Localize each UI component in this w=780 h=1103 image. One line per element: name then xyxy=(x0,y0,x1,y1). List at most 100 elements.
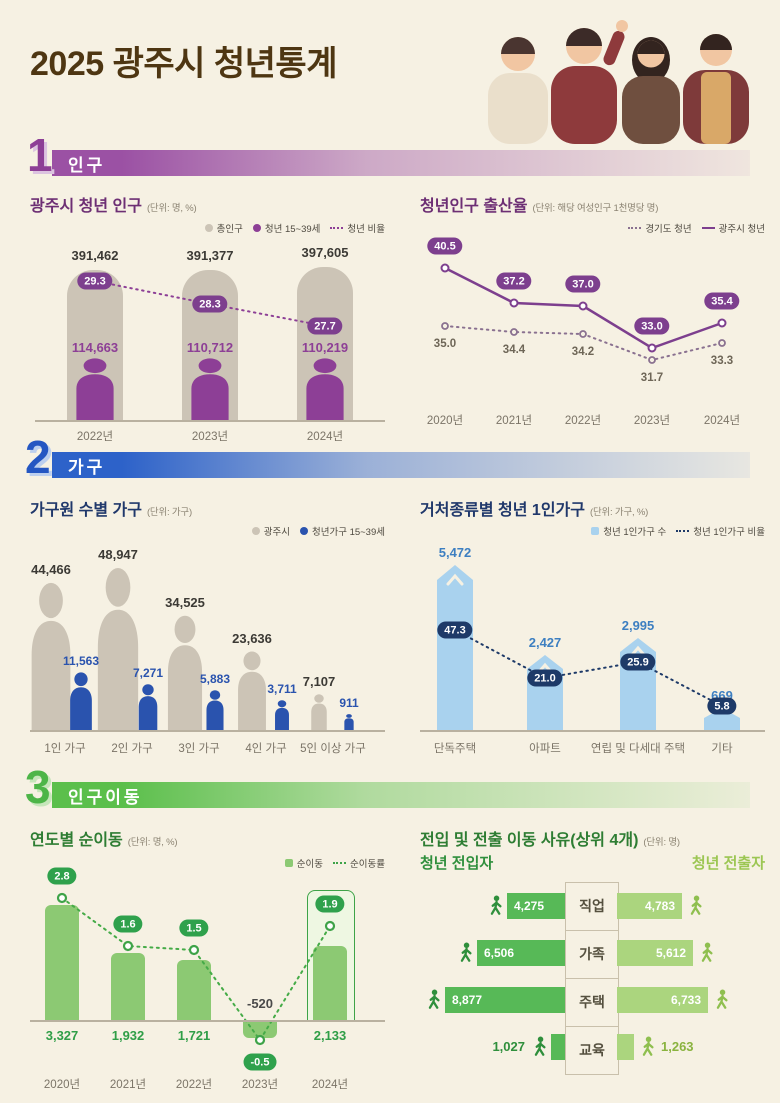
youth-household-label: 7,271 xyxy=(132,666,164,680)
youth-household-label: 5,883 xyxy=(199,672,231,686)
net-migration-value: 3,327 xyxy=(45,1028,79,1043)
x-axis xyxy=(420,730,765,732)
out-value-label: 1,263 xyxy=(661,1038,694,1054)
net-migration-bar xyxy=(177,960,211,1020)
walking-person-icon xyxy=(490,895,502,915)
gwangju-value-label: 44,466 xyxy=(31,562,71,577)
migration-rate-line xyxy=(56,892,336,1046)
youth-person-icon xyxy=(191,358,229,420)
legend-count-swatch xyxy=(591,527,600,535)
youth-person-icon xyxy=(344,714,354,730)
section-3-banner: 인구이동 xyxy=(52,782,750,808)
x-tick-label: 2022년 xyxy=(175,1079,213,1091)
total-value-label: 391,462 xyxy=(71,248,119,263)
legend-gwangju-swatch xyxy=(701,227,715,229)
in-bar xyxy=(551,1033,565,1060)
page-title: 2025 광주시 청년통계 xyxy=(30,45,338,83)
chart-title-households: 가구원 수별 가구 (단위: 가구) xyxy=(30,502,192,519)
out-value-label: 4,783 xyxy=(644,898,675,913)
out-bar xyxy=(617,1033,634,1060)
x-tick-label: 2021년 xyxy=(495,415,533,427)
walking-person-icon xyxy=(460,942,472,962)
gyeonggi-rate-label: 35.0 xyxy=(433,338,457,350)
migration-rate-badge: 1.6 xyxy=(113,915,143,933)
net-migration-value: 2,133 xyxy=(313,1028,347,1043)
dwelling-ratio-badge: 47.3 xyxy=(437,621,473,639)
out-bar xyxy=(617,892,682,919)
dwelling-count-label: 5,472 xyxy=(438,545,472,560)
youth-person-icon xyxy=(206,690,224,730)
chart-unit: (단위: 명, %) xyxy=(127,837,178,848)
gyeonggi-rate-label: 34.2 xyxy=(571,346,595,358)
dwelling-ratio-line xyxy=(450,625,727,711)
chart-title-youth-population: 광주시 청년 인구 (단위: 명, %) xyxy=(30,198,197,215)
x-tick-label: 1인 가구 xyxy=(44,743,86,755)
in-movers-header: 청년 전입자 xyxy=(420,855,494,872)
gwangju-value-label: 23,636 xyxy=(232,631,272,646)
in-value-label: 4,275 xyxy=(514,898,545,913)
dwelling-ratio-badge: 5.8 xyxy=(707,697,737,715)
chart-title-fertility: 청년인구 출산율 (단위: 해당 여성인구 1천명당 명) xyxy=(420,198,659,215)
chart-unit: (단위: 가구, %) xyxy=(590,507,649,518)
reason-label: 주택 xyxy=(566,979,618,1027)
legend-fertility: 경기도 청년 광주시 청년 xyxy=(628,221,765,235)
out-value-label: 6,733 xyxy=(670,992,701,1007)
out-bar xyxy=(617,939,693,966)
x-tick-label: 2020년 xyxy=(426,415,464,427)
x-tick-label: 2020년 xyxy=(43,1079,81,1091)
gwangju-rate-badge: 33.0 xyxy=(634,317,670,335)
youth-value-label: 110,712 xyxy=(186,340,234,355)
x-tick-label: 2024년 xyxy=(306,431,344,443)
legend-gwangju-swatch xyxy=(251,527,260,535)
gwangju-value-label: 34,525 xyxy=(165,595,205,610)
x-tick-label: 2023년 xyxy=(191,431,229,443)
legend-youth-swatch xyxy=(252,224,261,232)
x-tick-label: 연립 및 다세대 주택 xyxy=(590,743,686,755)
reason-column: 직업 가족 주택 교육 xyxy=(565,882,619,1075)
migration-rate-badge: 1.9 xyxy=(315,895,345,913)
chart-title-dwelling: 거처종류별 청년 1인가구 (단위: 가구, %) xyxy=(420,502,649,519)
walking-person-icon xyxy=(690,895,702,915)
legend-gyeonggi-swatch xyxy=(628,227,642,229)
reason-label: 가족 xyxy=(566,931,618,979)
gwangju-person-icon xyxy=(311,694,327,730)
ratio-badge: 29.3 xyxy=(77,272,113,290)
legend-dwelling: 청년 1인가구 수 청년 1인가구 비율 xyxy=(591,524,765,538)
legend-ratio-swatch xyxy=(330,227,344,229)
net-migration-bar xyxy=(45,905,79,1020)
dwelling-count-label: 2,427 xyxy=(528,635,562,650)
gwangju-rate-badge: 40.5 xyxy=(427,237,463,255)
reason-label: 직업 xyxy=(566,883,618,931)
x-tick-label: 2024년 xyxy=(703,415,741,427)
migration-rate-badge: 2.8 xyxy=(47,867,77,885)
in-bar xyxy=(507,892,565,919)
legend-net-migration: 순이동 순이동률 xyxy=(284,856,385,870)
in-value-label: 8,877 xyxy=(452,992,483,1007)
x-tick-label: 3인 가구 xyxy=(178,743,220,755)
youth-household-label: 911 xyxy=(339,696,359,710)
chart-title-net-migration: 연도별 순이동 (단위: 명, %) xyxy=(30,832,178,849)
x-axis xyxy=(30,1020,385,1022)
x-tick-label: 2022년 xyxy=(76,431,114,443)
house-bar xyxy=(437,565,473,730)
migration-rate-badge: 1.5 xyxy=(179,919,209,937)
walking-person-icon xyxy=(701,942,713,962)
walking-person-icon xyxy=(428,989,440,1009)
gyeonggi-rate-label: 34.4 xyxy=(502,344,526,356)
legend-net-swatch xyxy=(284,859,293,867)
section-2-banner: 가구 xyxy=(52,452,750,478)
migration-rate-badge: -0.5 xyxy=(243,1053,277,1071)
net-migration-bar xyxy=(313,946,347,1020)
chart-unit: (단위: 명, %) xyxy=(146,203,197,214)
section-2-number: 2 xyxy=(25,431,51,483)
net-migration-bar xyxy=(111,953,145,1020)
legend-ratio-swatch xyxy=(676,530,690,532)
gwangju-rate-badge: 37.0 xyxy=(565,275,601,293)
reason-label: 교육 xyxy=(579,1042,605,1058)
net-migration-value: 1,721 xyxy=(177,1028,211,1043)
youth-person-icon xyxy=(306,358,344,420)
out-value-label: 5,612 xyxy=(655,945,686,960)
walking-person-icon xyxy=(716,989,728,1009)
walking-person-icon xyxy=(534,1036,546,1056)
chart-unit: (단위: 명) xyxy=(643,837,680,848)
